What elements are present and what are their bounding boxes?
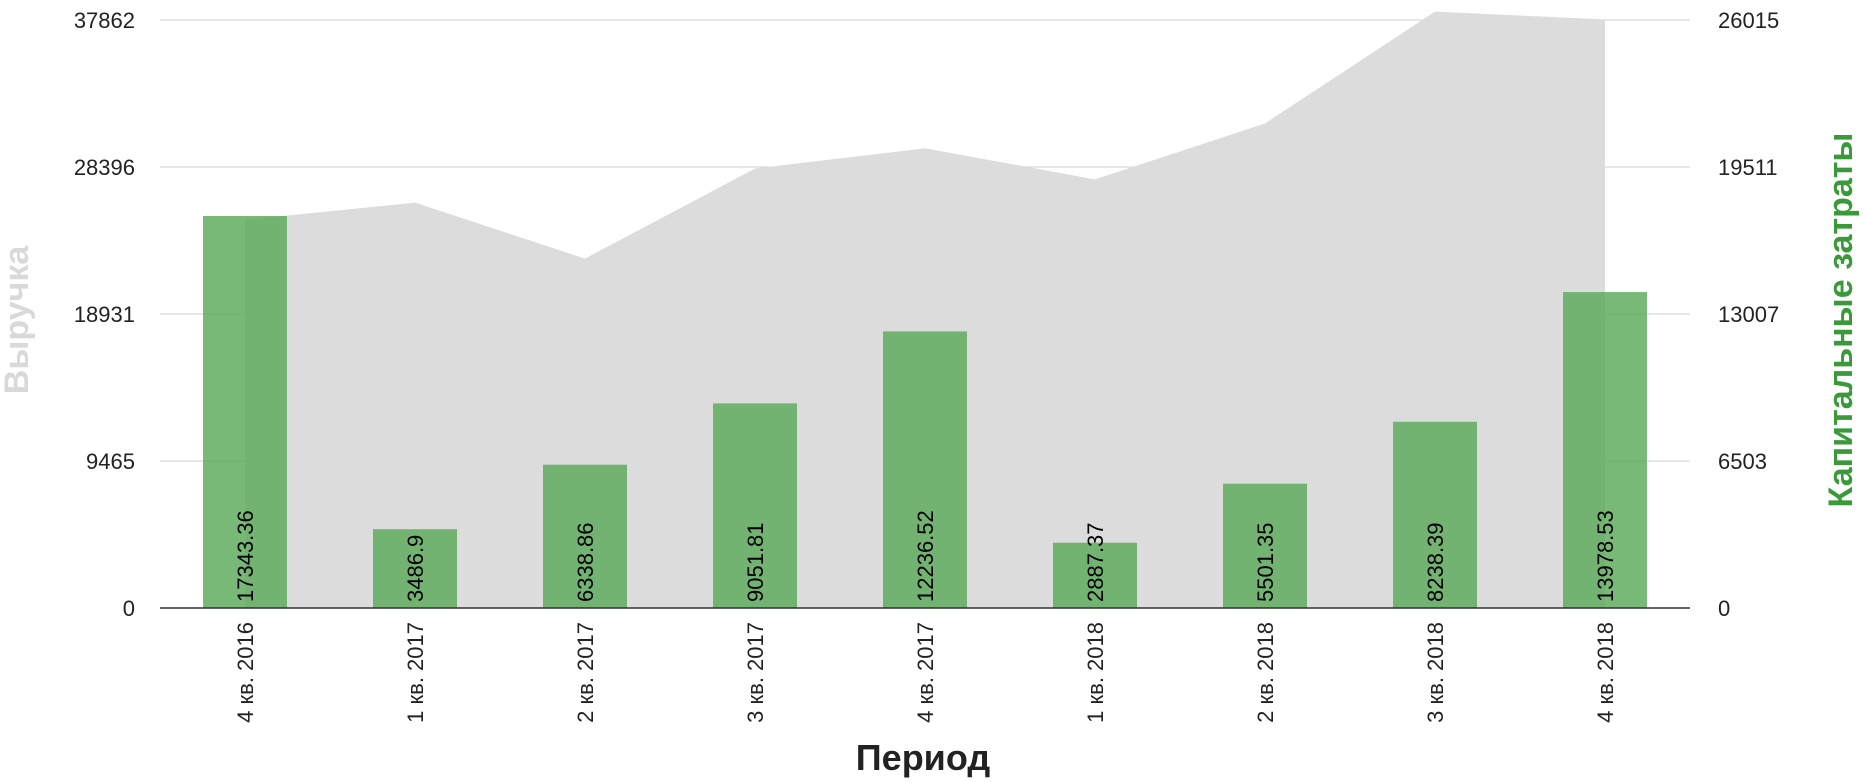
x-axis-title: Период bbox=[856, 737, 991, 778]
left-axis-tick-label: 18931 bbox=[74, 302, 135, 327]
x-axis-category-label: 2 кв. 2017 bbox=[573, 622, 598, 723]
capex-bar-label: 8238.39 bbox=[1423, 522, 1448, 602]
capex-bar bbox=[1563, 292, 1647, 608]
x-axis-category-label: 4 кв. 2016 bbox=[233, 622, 258, 723]
x-axis-category-label: 1 кв. 2017 bbox=[403, 622, 428, 723]
capex-bar bbox=[543, 464, 627, 608]
revenue-area-layer bbox=[245, 11, 1605, 608]
x-axis-category-label: 3 кв. 2018 bbox=[1423, 622, 1448, 723]
right-axis-ticks: 0 6503 13007 19511 26015 bbox=[1718, 8, 1779, 621]
x-axis-category-label: 1 кв. 2018 bbox=[1083, 622, 1108, 723]
capex-bar bbox=[713, 403, 797, 608]
revenue-area bbox=[245, 11, 1605, 608]
capex-bars-layer bbox=[203, 215, 1647, 608]
capex-bar-label: 9051.81 bbox=[743, 522, 768, 602]
x-axis-category-label: 2 кв. 2018 bbox=[1253, 622, 1278, 723]
capex-bar bbox=[373, 529, 457, 608]
capex-bar bbox=[1223, 483, 1307, 608]
capex-bar-label: 2887.37 bbox=[1083, 522, 1108, 602]
x-axis-category-label: 4 кв. 2017 bbox=[913, 622, 938, 723]
left-axis-ticks: 0 9465 18931 28396 37862 bbox=[74, 8, 135, 621]
right-axis-title: Капитальные затраты bbox=[1822, 133, 1860, 508]
right-axis-tick-label: 19511 bbox=[1718, 155, 1778, 180]
left-axis-tick-label: 37862 bbox=[74, 8, 135, 33]
capex-bar bbox=[1053, 542, 1137, 608]
capex-bar-label: 12236.52 bbox=[913, 510, 938, 602]
data-labels-layer: 17343.36 3486.9 6338.86 9051.81 12236.52 2887… bbox=[233, 510, 1618, 602]
x-axis-category-label: 4 кв. 2018 bbox=[1593, 622, 1618, 723]
capex-bar-label: 17343.36 bbox=[233, 510, 258, 602]
right-axis-tick-label: 26015 bbox=[1718, 8, 1779, 33]
right-axis-tick-label: 0 bbox=[1718, 596, 1730, 621]
capex-bar bbox=[883, 331, 967, 608]
left-axis-tick-label: 0 bbox=[123, 596, 135, 621]
x-axis-category-labels: 4 кв. 2016 1 кв. 2017 2 кв. 2017 3 кв. 2017… bbox=[233, 622, 1618, 723]
capex-bar bbox=[203, 215, 287, 608]
x-axis-category-label: 3 кв. 2017 bbox=[743, 622, 768, 723]
left-axis-title: Выручка bbox=[0, 245, 36, 395]
left-axis-tick-label: 9465 bbox=[86, 449, 135, 474]
capex-bar-label: 6338.86 bbox=[573, 522, 598, 602]
right-axis-tick-label: 6503 bbox=[1718, 449, 1767, 474]
capex-bar bbox=[1393, 421, 1477, 608]
capex-bar-label: 5501.35 bbox=[1253, 522, 1278, 602]
right-axis-tick-label: 13007 bbox=[1718, 302, 1779, 327]
capex-bar-label: 13978.53 bbox=[1593, 510, 1618, 602]
capex-bar-label: 3486.9 bbox=[403, 535, 428, 602]
left-axis-tick-label: 28396 bbox=[74, 155, 135, 180]
